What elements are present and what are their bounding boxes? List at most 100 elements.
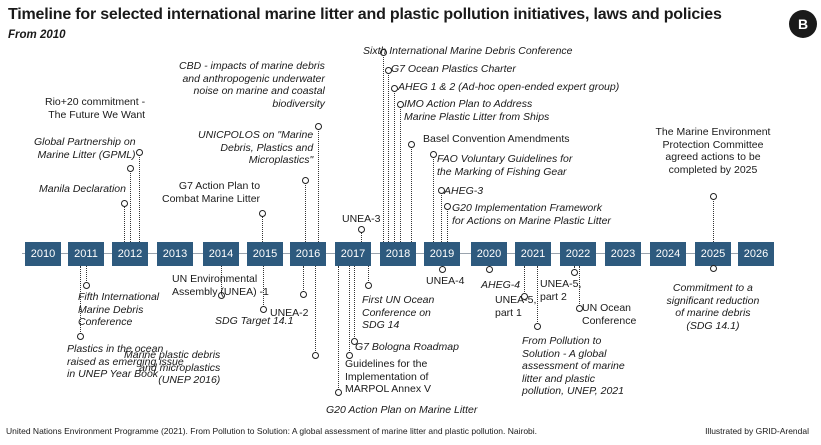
event-label-line: G20 Action Plan on Marine Litter [326,404,478,416]
g7charter-connector [388,73,389,242]
unea1-marker [218,292,225,299]
event-label-line: Conference [78,316,133,328]
unea2-label: UNEA-2 [270,307,309,320]
event-label-line: Conference [582,314,637,327]
event-label-line: IMO Action Plan to Address [404,98,533,110]
mepc-label: The Marine Environment Protection Committ… [656,126,771,176]
aheg4-marker [486,266,493,273]
aheg3-marker [438,187,445,194]
sdg141-marker [260,306,267,313]
unea5p1-marker [521,293,528,300]
aheg12-marker [391,85,398,92]
event-label-line: Global Partnership on [34,136,136,148]
g20plan-label: G20 Action Plan on Marine Litter [326,404,477,417]
event-label-line: Marine Plastic Litter from Ships [404,110,550,123]
year-box-2014: 2014 [203,242,239,266]
event-label-line: Combat Marine Litter [162,192,261,205]
g7plan-connector [262,216,263,242]
plastics_ocean-marker [77,333,84,340]
event-label-line: Rio+20 commitment - [45,96,146,108]
g20plan-marker [335,389,342,396]
unoc-connector [579,266,580,308]
event-label-line: First UN Ocean [362,294,435,306]
unea4-marker [439,266,446,273]
event-label-line: G7 Action Plan to [178,180,261,192]
event-label-line: for Actions on Marine Plastic Litter [452,214,611,227]
year-box-2016: 2016 [290,242,326,266]
sdg141-label: SDG Target 14.1 [215,315,293,328]
fao-marker [430,151,437,158]
p2s-label: From Pollution to Solution - A global asse… [522,335,625,398]
event-label-line: in UNEP Year Book [67,368,159,380]
event-label-line: Implementation of [345,370,429,383]
g7bologna-label: G7 Bologna Roadmap [355,341,459,354]
event-label-line: SDG 14 [362,319,400,331]
unea3-label: UNEA-3 [342,213,381,226]
unep2016-label: Marine plastic debris and microplastics (U… [124,349,220,387]
unea5p2-label: UNEA-5, part 2 [540,278,581,303]
p2s-connector [537,266,538,326]
basel-marker [408,141,415,148]
g7charter-marker [385,67,392,74]
event-label-line: the Marking of Fishing Gear [437,165,567,178]
g7plan-label: G7 Action Plan to Combat Marine Litter [162,180,260,205]
event-label-line: UN Environmental [172,273,258,285]
event-label-line: Conference on [362,306,431,319]
event-label-line: AHEG-3 [444,185,484,197]
unep2016-connector [315,266,316,355]
year-box-2024: 2024 [650,242,686,266]
event-label-line: Basel Convention Amendments [423,133,570,145]
event-label-line: raised as emerging issue [67,355,184,368]
event-label-line: Debris, Plastics and [220,141,314,154]
unep2016-marker [312,352,319,359]
year-box-2025: 2025 [695,242,731,266]
event-label-line: and microplastics [139,361,221,374]
firstocean-label: First UN Ocean Conference on SDG 14 [362,294,434,332]
sixth-connector [383,55,384,242]
imo-label: IMO Action Plan to Address Marine Plastic… [404,98,549,123]
unea1-connector [221,266,222,295]
event-label-line: The Future We Want [48,108,146,121]
sixth-label: Sixth International Marine Debris Confer… [363,45,573,58]
event-label-line: G20 Implementation Framework [452,202,602,214]
chart-subtitle: From 2010 [8,29,66,41]
g20plan-connector [338,266,339,392]
event-label-line: G7 Ocean Plastics Charter [391,63,516,75]
g20impl-connector [447,209,448,242]
gpml-label: Global Partnership on Marine Litter (GPML… [34,136,136,161]
event-label-line: and anthropogenic underwater [182,72,325,85]
rio20-label: Rio+20 commitment - The Future We Want [45,96,145,121]
year-box-2019: 2019 [424,242,460,266]
mepc-marker [710,193,717,200]
event-label-line: UNEA-3 [342,213,381,225]
event-label-line: UNEA-5, [540,278,582,290]
marpol-connector [349,266,350,355]
commit-marker [710,265,717,272]
unea1-label: UN Environmental Assembly (UNEA) -1 [172,273,269,298]
event-label-line: part 2 [540,290,567,303]
event-label-line: G7 Bologna Roadmap [355,341,459,353]
unicpolos-marker [302,177,309,184]
event-label-line: UNEA-4 [426,275,465,287]
g20impl-marker [444,203,451,210]
fifth-connector [86,266,87,285]
unicpolos-label: UNICPOLOS on "Marine Debris, Plastics and… [198,129,313,167]
g20impl-label: G20 Implementation Framework for Actions … [452,202,611,227]
event-label-line: UNEA-5, [495,294,537,306]
event-label-line: Microplastics" [248,154,314,166]
g7plan-marker [259,210,266,217]
event-label-line: UNICPOLOS on "Marine [198,129,314,141]
event-label-line: noise on marine and coastal [193,85,325,97]
basel-connector [411,147,412,242]
year-box-2013: 2013 [157,242,193,266]
year-box-2020: 2020 [471,242,507,266]
illustration-credit: Illustrated by GRID-Arendal [705,426,809,436]
event-label-line: assessment of marine [522,360,625,372]
event-label-line: Fifth International [78,291,160,303]
event-label-line: UNEA-2 [270,307,309,319]
event-label-line: From Pollution to [522,335,602,347]
unea2-connector [303,266,304,294]
event-label-line: AHEG 1 & 2 (Ad-hoc open-ended expert gro… [398,81,620,93]
year-box-2018: 2018 [380,242,416,266]
fifth-marker [83,282,90,289]
